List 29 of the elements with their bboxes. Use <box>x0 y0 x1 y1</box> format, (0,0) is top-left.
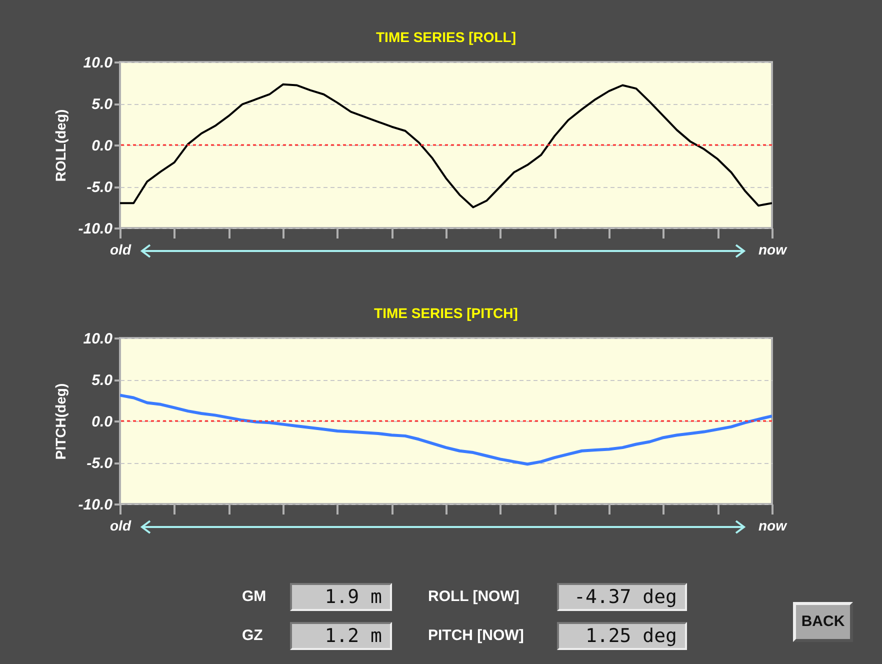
y-tick-label: -10.0 <box>78 220 114 238</box>
chart-title: TIME SERIES [ROLL] <box>376 29 516 45</box>
y-tick-label: 0.0 <box>92 138 114 154</box>
text: ROLL [NOW] <box>428 587 520 607</box>
text: 1.25 deg <box>557 622 687 650</box>
line-series <box>120 394 772 466</box>
text: GM <box>242 587 266 607</box>
chart-title: TIME SERIES [PITCH] <box>374 305 518 321</box>
text: 1.2 m <box>290 622 392 650</box>
text: 1.9 m <box>290 583 392 611</box>
y-tick-label: -5.0 <box>86 455 114 472</box>
y-tick-label: 10.0 <box>83 54 114 72</box>
y-tick-label: 10.0 <box>83 330 114 348</box>
y-tick-label: -5.0 <box>86 179 114 196</box>
text: PITCH [NOW] <box>428 626 524 646</box>
x-tick-label: now <box>758 518 788 534</box>
x-tick-label: now <box>758 242 788 258</box>
y-tick-label: 0.0 <box>92 414 114 430</box>
line-series <box>120 83 772 208</box>
x-tick-label: old <box>110 242 132 258</box>
y-axis-title: PITCH(deg) <box>52 383 68 460</box>
y-tick-label: -10.0 <box>78 496 114 514</box>
y-tick-label: 5.0 <box>92 372 114 389</box>
y-axis-title: ROLL(deg) <box>52 109 68 182</box>
text: -4.37 deg <box>557 583 687 611</box>
x-tick-label: old <box>110 518 132 534</box>
y-tick-label: 5.0 <box>92 96 114 113</box>
text: GZ <box>242 626 263 646</box>
text: BACK <box>793 602 853 642</box>
